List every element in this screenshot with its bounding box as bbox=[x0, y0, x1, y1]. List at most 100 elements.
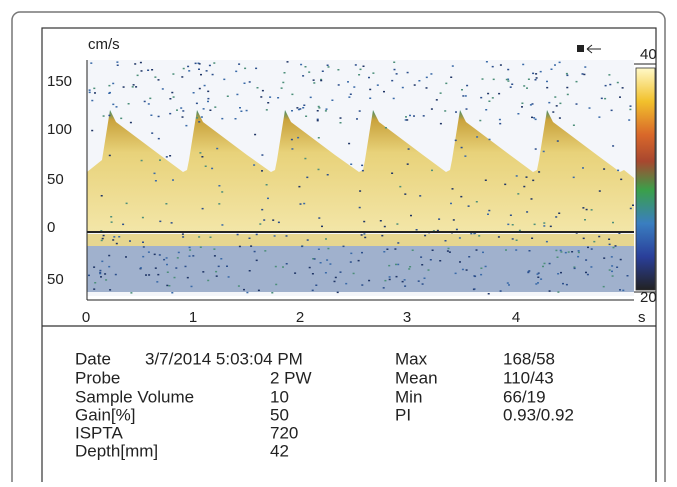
speckle-dot bbox=[340, 117, 342, 119]
speckle-dot bbox=[102, 238, 104, 240]
speckle-dot bbox=[201, 156, 203, 158]
speckle-dot bbox=[320, 80, 322, 82]
speckle-dot bbox=[584, 219, 586, 221]
info-value: 720 bbox=[270, 423, 298, 442]
speckle-dot bbox=[291, 148, 293, 150]
speckle-dot bbox=[555, 250, 557, 252]
speckle-dot bbox=[209, 110, 211, 112]
speckle-dot bbox=[159, 254, 161, 256]
speckle-dot bbox=[567, 94, 569, 96]
speckle-dot bbox=[582, 167, 584, 169]
speckle-dot bbox=[589, 107, 591, 109]
speckle-dot bbox=[260, 96, 262, 98]
speckle-dot bbox=[176, 109, 178, 111]
speckle-dot bbox=[620, 259, 622, 261]
speckle-dot bbox=[255, 68, 257, 70]
speckle-dot bbox=[571, 251, 573, 253]
speckle-dot bbox=[439, 260, 441, 262]
speckle-dot bbox=[568, 251, 570, 253]
speckle-dot bbox=[448, 248, 450, 250]
speckle-dot bbox=[534, 224, 536, 226]
speckle-dot bbox=[291, 94, 293, 96]
speckle-dot bbox=[246, 110, 248, 112]
speckle-dot bbox=[459, 237, 461, 239]
speckle-dot bbox=[531, 238, 533, 240]
speckle-dot bbox=[199, 63, 201, 65]
speckle-dot bbox=[383, 251, 385, 253]
speckle-dot bbox=[325, 110, 327, 112]
speckle-dot bbox=[402, 281, 404, 283]
speckle-dot bbox=[478, 235, 480, 237]
speckle-dot bbox=[261, 170, 263, 172]
speckle-dot bbox=[470, 233, 472, 235]
speckle-dot bbox=[397, 264, 399, 266]
speckle-dot bbox=[521, 106, 523, 108]
speckle-dot bbox=[560, 251, 562, 253]
speckle-dot bbox=[130, 122, 132, 124]
speckle-dot bbox=[394, 248, 396, 250]
speckle-dot bbox=[487, 93, 489, 95]
speckle-dot bbox=[413, 115, 415, 117]
speckle-dot bbox=[517, 193, 519, 195]
speckle-dot bbox=[404, 285, 406, 287]
speckle-dot bbox=[116, 106, 118, 108]
speckle-dot bbox=[204, 85, 206, 87]
speckle-dot bbox=[103, 235, 105, 237]
speckle-dot bbox=[256, 234, 258, 236]
speckle-dot bbox=[476, 201, 478, 203]
velocity-unit: cm/s bbox=[88, 36, 120, 53]
info-label: Gain[%] bbox=[75, 405, 135, 424]
speckle-dot bbox=[455, 273, 457, 275]
speckle-dot bbox=[557, 291, 559, 293]
speckle-dot bbox=[507, 224, 509, 226]
speckle-dot bbox=[196, 117, 198, 119]
speckle-dot bbox=[578, 252, 580, 254]
speckle-dot bbox=[358, 260, 360, 262]
speckle-dot bbox=[91, 130, 93, 132]
speckle-dot bbox=[603, 286, 605, 288]
speckle-dot bbox=[462, 269, 464, 271]
speckle-dot bbox=[221, 224, 223, 226]
speckle-dot bbox=[269, 96, 271, 98]
scale-bottom: 20 bbox=[640, 289, 657, 306]
speckle-dot bbox=[267, 102, 269, 104]
speckle-dot bbox=[587, 274, 589, 276]
speckle-dot bbox=[587, 247, 589, 249]
speckle-dot bbox=[405, 116, 407, 118]
speckle-dot bbox=[554, 96, 556, 98]
speckle-dot bbox=[306, 177, 308, 179]
speckle-dot bbox=[445, 83, 447, 85]
speckle-dot bbox=[213, 248, 215, 250]
speckle-dot bbox=[536, 77, 538, 79]
speckle-dot bbox=[163, 259, 165, 261]
speckle-dot bbox=[537, 282, 539, 284]
speckle-dot bbox=[166, 264, 168, 266]
speckle-dot bbox=[409, 266, 411, 268]
speckle-dot bbox=[431, 108, 433, 110]
speckle-dot bbox=[305, 116, 307, 118]
speckle-dot bbox=[549, 290, 551, 292]
speckle-dot bbox=[516, 175, 518, 177]
speckle-dot bbox=[93, 288, 95, 290]
speckle-dot bbox=[238, 285, 240, 287]
speckle-dot bbox=[218, 266, 220, 268]
speckle-dot bbox=[613, 247, 615, 249]
speckle-dot bbox=[538, 272, 540, 274]
speckle-dot bbox=[500, 64, 502, 66]
speckle-dot bbox=[300, 203, 302, 205]
speckle-dot bbox=[424, 278, 426, 280]
speckle-dot bbox=[430, 73, 432, 75]
speckle-dot bbox=[286, 263, 288, 265]
speckle-dot bbox=[552, 111, 554, 113]
speckle-dot bbox=[622, 290, 624, 292]
speckle-dot bbox=[608, 74, 610, 76]
speckle-dot bbox=[350, 94, 352, 96]
info-value: 50 bbox=[270, 405, 289, 424]
time-label: 4 bbox=[512, 309, 520, 326]
speckle-dot bbox=[599, 190, 601, 192]
speckle-dot bbox=[554, 64, 556, 66]
speckle-dot bbox=[507, 282, 509, 284]
info-value: 10 bbox=[270, 387, 289, 406]
speckle-dot bbox=[526, 87, 528, 89]
speckle-dot bbox=[430, 259, 432, 261]
